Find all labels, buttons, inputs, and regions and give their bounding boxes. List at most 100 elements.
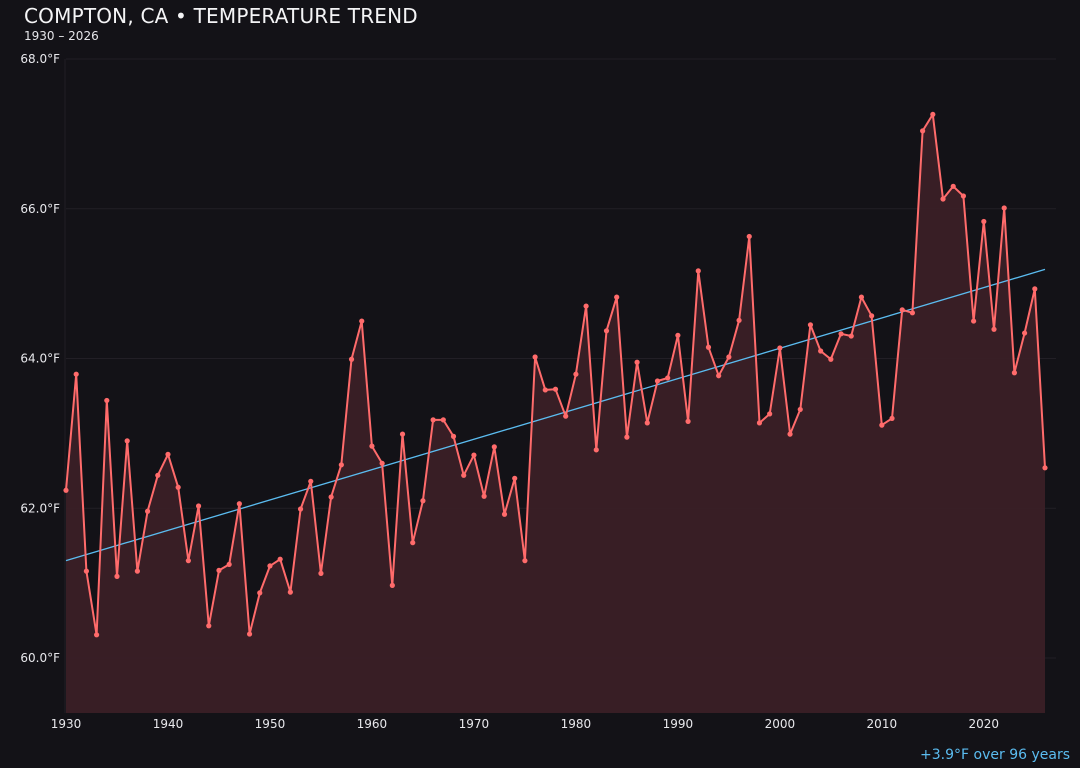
x-tick-label: 1980	[561, 717, 592, 731]
data-point	[134, 568, 140, 574]
data-point	[889, 415, 895, 421]
data-point	[807, 322, 814, 328]
data-point	[858, 294, 865, 300]
data-point	[909, 310, 916, 316]
data-point	[165, 451, 171, 457]
data-point	[940, 196, 946, 202]
data-point	[267, 563, 273, 569]
data-point	[634, 359, 640, 365]
y-tick-label: 60.0°F	[20, 651, 60, 665]
data-point	[746, 233, 752, 240]
data-point	[1032, 286, 1038, 292]
data-point	[359, 318, 365, 324]
data-point	[563, 413, 569, 419]
data-point	[869, 313, 875, 319]
data-point	[379, 460, 385, 466]
data-point	[410, 540, 416, 546]
data-point	[175, 484, 181, 490]
data-point	[736, 317, 742, 323]
data-point	[73, 371, 79, 377]
data-point	[491, 444, 497, 450]
data-point	[328, 494, 334, 500]
data-point	[552, 386, 559, 392]
data-point	[308, 478, 314, 484]
x-tick-label: 1930	[51, 717, 82, 731]
data-point	[338, 462, 344, 468]
data-point	[287, 589, 293, 595]
data-point	[257, 590, 263, 596]
data-point	[369, 443, 375, 449]
data-point	[440, 417, 446, 423]
x-tick-label: 1970	[459, 717, 490, 731]
chart-subtitle: 1930 – 2026	[24, 29, 99, 43]
data-point	[665, 375, 671, 381]
trend-line	[65, 268, 1046, 562]
data-point	[838, 331, 844, 337]
data-point	[1001, 205, 1007, 211]
data-point	[828, 356, 834, 362]
data-point	[246, 631, 253, 637]
data-point	[420, 498, 426, 504]
x-tick-label: 1940	[153, 717, 184, 731]
data-point	[522, 558, 528, 564]
data-point	[726, 354, 732, 360]
data-point	[124, 438, 130, 444]
y-tick-label: 68.0°F	[20, 52, 60, 66]
data-point	[236, 501, 242, 507]
data-point	[991, 326, 997, 332]
data-point	[950, 183, 956, 189]
data-point	[93, 632, 100, 638]
data-point	[930, 111, 936, 118]
data-point	[155, 472, 161, 478]
data-point	[767, 411, 773, 417]
x-tick-label: 1950	[255, 717, 286, 731]
data-point	[797, 406, 803, 413]
data-point	[971, 318, 977, 324]
data-point	[389, 582, 395, 588]
data-point	[614, 294, 620, 300]
data-point	[532, 354, 538, 360]
data-point	[481, 493, 487, 499]
data-point	[756, 420, 763, 426]
data-point	[624, 434, 630, 440]
data-point	[685, 418, 691, 424]
data-point	[1022, 330, 1028, 336]
chart-title: COMPTON, CA • TEMPERATURE TREND	[24, 4, 418, 28]
data-point	[705, 344, 712, 350]
trend-annotation: +3.9°F over 96 years	[920, 747, 1070, 763]
data-point	[654, 378, 661, 384]
data-point	[818, 348, 824, 354]
area-fill	[66, 114, 1045, 713]
data-point	[675, 332, 681, 338]
data-point	[318, 570, 324, 576]
data-point	[226, 561, 232, 568]
data-point	[899, 307, 905, 313]
data-point	[461, 472, 467, 478]
data-point	[471, 452, 477, 458]
data-point	[104, 397, 110, 404]
data-point	[114, 573, 120, 579]
x-tick-label: 2010	[867, 717, 898, 731]
data-point	[348, 356, 355, 362]
data-point	[981, 218, 987, 225]
y-tick-label: 62.0°F	[20, 501, 60, 515]
data-point	[542, 387, 548, 393]
data-point	[206, 623, 212, 629]
y-tick-label: 66.0°F	[20, 202, 60, 216]
data-point	[593, 447, 599, 453]
data-point	[512, 475, 518, 481]
data-point	[501, 511, 508, 517]
data-point	[879, 422, 885, 428]
data-point	[216, 567, 222, 573]
data-point	[777, 345, 783, 351]
data-point	[277, 556, 283, 562]
x-tick-label: 1990	[663, 717, 694, 731]
data-point	[185, 558, 191, 564]
data-point	[644, 420, 650, 426]
data-point	[144, 508, 151, 514]
data-point	[603, 328, 610, 334]
data-point	[583, 303, 589, 309]
x-tick-label: 2000	[765, 717, 796, 731]
data-point	[787, 431, 793, 437]
x-tick-label: 2020	[969, 717, 1000, 731]
